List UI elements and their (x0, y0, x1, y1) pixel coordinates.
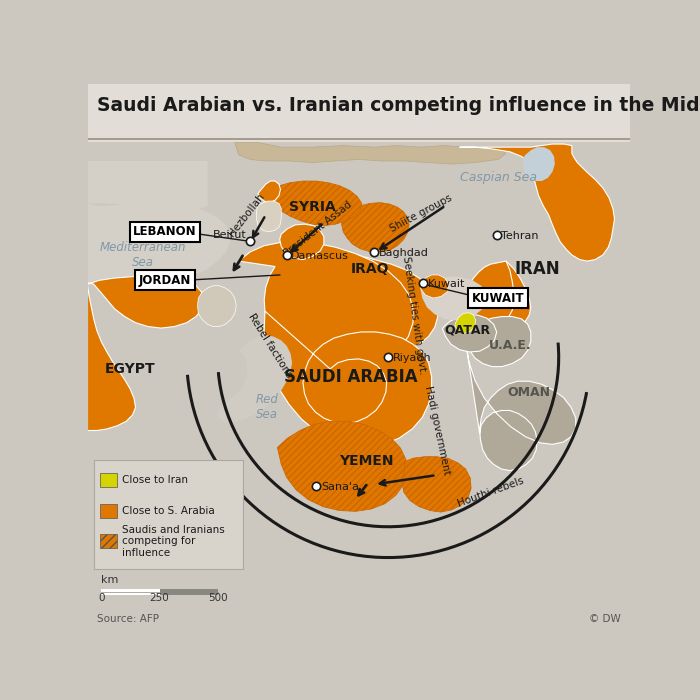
Polygon shape (218, 335, 292, 423)
Polygon shape (88, 284, 136, 430)
Text: Shiite groups: Shiite groups (388, 193, 454, 234)
Text: SYRIA: SYRIA (289, 200, 335, 214)
Text: Close to S. Arabia: Close to S. Arabia (122, 505, 214, 516)
Polygon shape (280, 224, 324, 260)
Polygon shape (88, 276, 204, 328)
Polygon shape (256, 201, 281, 232)
Polygon shape (234, 143, 506, 164)
Polygon shape (88, 161, 231, 284)
Text: IRAQ: IRAQ (351, 262, 390, 276)
Text: LEBANON: LEBANON (133, 225, 197, 238)
Text: 500: 500 (208, 594, 228, 603)
Bar (100, 535, 117, 548)
Text: Saudis and Iranians
competing for
influence: Saudis and Iranians competing for influe… (122, 525, 224, 558)
Polygon shape (421, 276, 486, 321)
Text: Saudi Arabian vs. Iranian competing influence in the Middle East: Saudi Arabian vs. Iranian competing infl… (97, 95, 700, 115)
Text: 250: 250 (150, 594, 169, 603)
FancyBboxPatch shape (88, 84, 630, 141)
Text: Red
Sea: Red Sea (256, 393, 279, 421)
Polygon shape (264, 311, 432, 447)
Polygon shape (239, 242, 413, 370)
Text: Caspian Sea: Caspian Sea (460, 172, 537, 184)
Polygon shape (258, 181, 281, 202)
Text: IRAN: IRAN (514, 260, 560, 278)
Bar (160, 589, 218, 595)
Text: JORDAN: JORDAN (139, 274, 191, 287)
Polygon shape (269, 181, 362, 225)
Text: U.A.E.: U.A.E. (489, 340, 531, 352)
Text: Hadi government: Hadi government (424, 385, 452, 476)
Text: Houthi rebels: Houthi rebels (456, 475, 525, 509)
Polygon shape (523, 147, 555, 181)
Text: QATAR: QATAR (444, 324, 490, 337)
Text: Sana'a: Sana'a (321, 482, 359, 493)
Text: EGYPT: EGYPT (105, 362, 155, 376)
Polygon shape (88, 161, 208, 212)
Text: Source: AFP: Source: AFP (97, 614, 159, 624)
Polygon shape (280, 251, 438, 358)
Polygon shape (455, 313, 476, 333)
Polygon shape (277, 421, 407, 511)
Text: Riyadh: Riyadh (393, 353, 431, 363)
Polygon shape (442, 315, 497, 352)
Text: Kuwait: Kuwait (428, 279, 465, 289)
Bar (100, 473, 117, 486)
Text: Mediterranean
Sea: Mediterranean Sea (100, 241, 186, 269)
Polygon shape (491, 261, 531, 326)
Text: Damascus: Damascus (291, 251, 349, 262)
Text: KUWAIT: KUWAIT (472, 292, 524, 304)
Bar (100, 504, 117, 517)
Text: President Assad: President Assad (283, 199, 354, 258)
Polygon shape (464, 261, 514, 329)
Polygon shape (459, 144, 615, 261)
Polygon shape (342, 202, 409, 252)
Polygon shape (402, 456, 471, 512)
Text: Rebel factions: Rebel factions (246, 312, 293, 379)
Polygon shape (421, 275, 449, 298)
Bar (102, 589, 160, 595)
Text: Seeking ties with govt.: Seeking ties with govt. (401, 256, 428, 374)
Text: Hezbollah: Hezbollah (227, 192, 266, 238)
Polygon shape (197, 286, 237, 326)
Text: Baghdad: Baghdad (379, 248, 429, 258)
Text: YEMEN: YEMEN (340, 454, 393, 468)
Text: OMAN: OMAN (508, 386, 551, 398)
Polygon shape (468, 316, 531, 367)
Text: Tehran: Tehran (501, 232, 539, 242)
Text: © DW: © DW (589, 614, 621, 624)
Text: Beirut: Beirut (213, 230, 246, 240)
FancyBboxPatch shape (94, 460, 242, 569)
Text: km: km (102, 575, 119, 585)
Polygon shape (466, 342, 575, 470)
Text: 0: 0 (98, 594, 105, 603)
Text: SAUDI ARABIA: SAUDI ARABIA (284, 368, 418, 386)
Text: Close to Iran: Close to Iran (122, 475, 188, 485)
